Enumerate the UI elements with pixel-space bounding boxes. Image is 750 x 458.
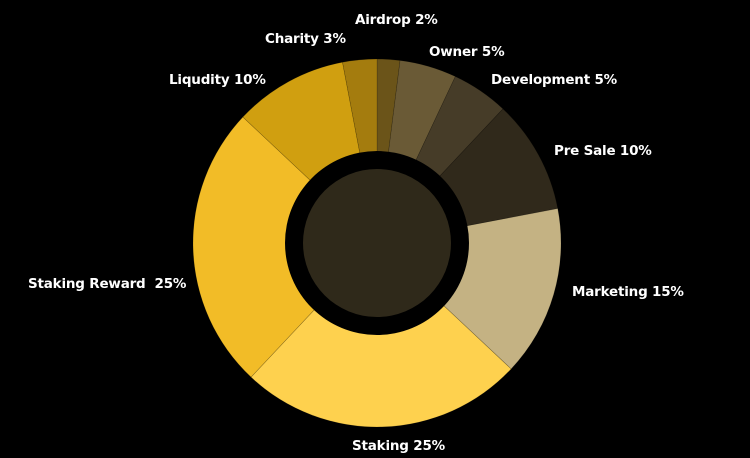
slice-label-pre-sale: Pre Sale 10% [554,143,652,159]
slice-label-marketing: Marketing 15% [572,284,684,300]
slice-label-development: Development 5% [491,72,617,88]
donut-center-disc [303,169,451,317]
slice-label-liquidity: Liqudity 10% [169,72,266,88]
slice-label-staking-reward: Staking Reward 25% [28,276,187,292]
slice-label-owner: Owner 5% [429,44,505,60]
slice-staking [250,242,512,428]
slice-label-staking: Staking 25% [352,438,445,454]
slice-label-airdrop: Airdrop 2% [355,12,438,28]
slice-staking-reward [192,116,378,378]
slice-label-charity: Charity 3% [265,31,346,47]
